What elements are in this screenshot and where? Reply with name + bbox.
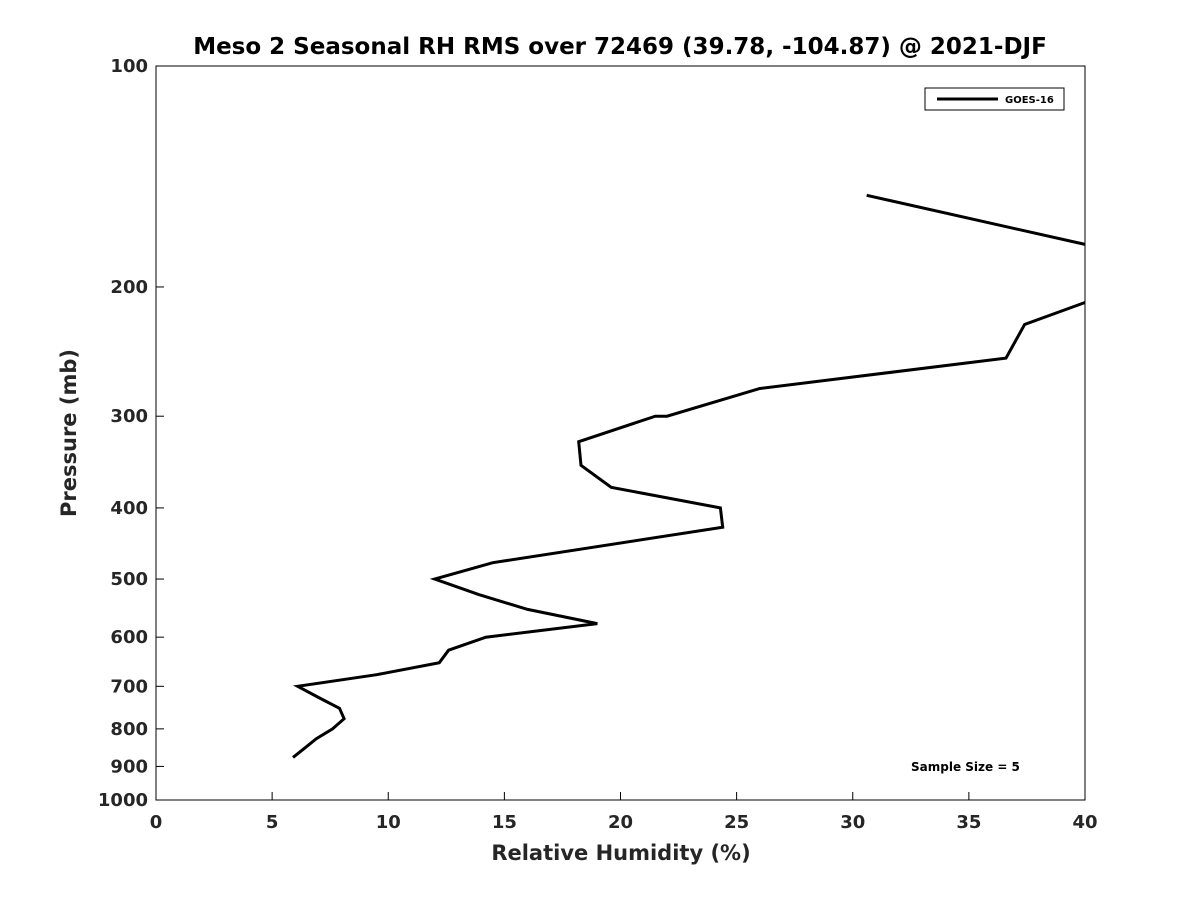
y-tick-label: 700 [110, 676, 148, 697]
x-tick-label: 40 [1072, 812, 1097, 833]
x-tick-label: 20 [608, 812, 633, 833]
y-tick-label: 200 [110, 277, 148, 298]
y-tick-label: 500 [110, 569, 148, 590]
legend: GOES-16 [924, 87, 1065, 111]
plot-area-frame [155, 65, 1086, 801]
x-tick-label: 0 [150, 812, 163, 833]
x-tick-label: 35 [956, 812, 981, 833]
legend-label-goes-16: GOES-16 [1005, 95, 1054, 106]
x-tick-label: 10 [376, 812, 401, 833]
y-tick-label: 400 [110, 498, 148, 519]
y-tick-label: 300 [110, 406, 148, 427]
x-tick-label: 5 [266, 812, 279, 833]
y-tick-label: 800 [110, 719, 148, 740]
x-tick-label: 25 [724, 812, 749, 833]
x-axis-label: Relative Humidity (%) [491, 841, 750, 865]
x-tick-label: 30 [840, 812, 865, 833]
series-group [292, 193, 1086, 759]
y-tick-label: 100 [110, 56, 148, 77]
y-axis: 100 200 300 400 500 600 700 800 900 1000 [98, 56, 164, 811]
series-line-goes-16 [292, 301, 1086, 759]
series-line-goes-16 [866, 193, 1086, 246]
sample-size-annotation: Sample Size = 5 [911, 760, 1020, 774]
y-axis-label: Pressure (mb) [57, 349, 81, 517]
x-axis: 0 5 10 15 20 25 30 35 40 [150, 792, 1098, 833]
y-tick-label: 1000 [98, 790, 148, 811]
x-tick-label: 15 [492, 812, 517, 833]
chart-title: Meso 2 Seasonal RH RMS over 72469 (39.78… [193, 34, 1047, 60]
y-tick-label: 600 [110, 627, 148, 648]
y-tick-label: 900 [110, 756, 148, 777]
